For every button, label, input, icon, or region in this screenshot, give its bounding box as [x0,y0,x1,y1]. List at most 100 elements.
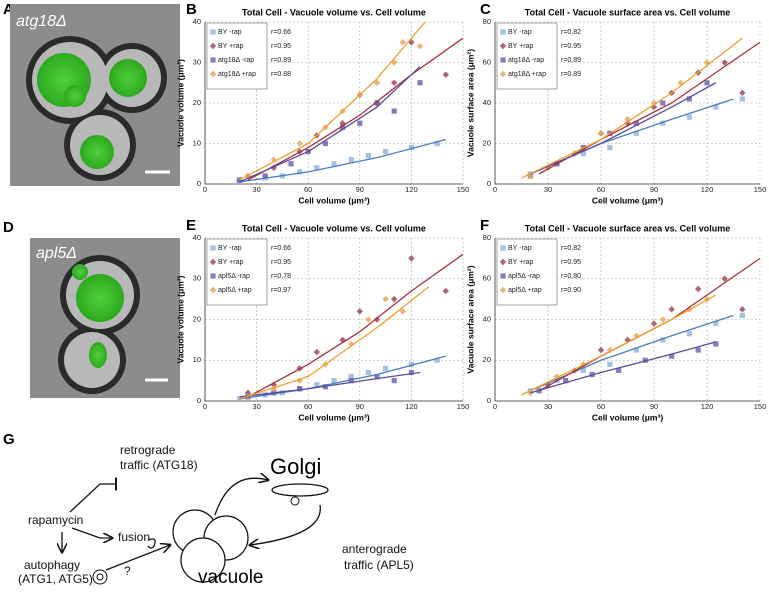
legend-annotation: r=0.95 [271,259,291,266]
point [739,306,746,313]
legend-label: BY -rap [218,245,242,252]
y-tick-label: 20 [483,355,491,364]
node-label: retrograde [120,443,176,457]
y-tick-label: 10 [193,355,201,364]
fit-line [530,82,717,175]
point [391,108,397,114]
legend-label: apl5Δ +rap [508,287,542,294]
panel-label: G [3,431,15,448]
node-label: fusion [118,530,150,544]
x-tick-label: 0 [493,185,497,194]
point [633,130,639,136]
y-tick-label: 20 [483,138,491,147]
legend-label: BY +rap [218,259,243,266]
legend-box [206,238,268,306]
point [373,79,381,86]
y-axis-label: Vacuole volume (μm³) [175,275,185,363]
y-tick-label: 30 [193,274,201,283]
x-tick-label: 150 [457,185,470,194]
node-label: (ATG1, ATG5) [18,572,93,586]
point [597,130,605,137]
panel-label: D [3,219,14,236]
point [721,275,728,282]
point [391,79,398,86]
point [417,80,423,86]
panel-label: E [186,217,196,234]
point [408,361,414,367]
legend-label: apl5Δ -rap [218,273,250,280]
legend-marker [499,70,507,78]
y-tick-label: 20 [193,98,201,107]
legend-marker [500,29,506,35]
point [739,312,745,319]
legend-label: atg18Δ -rap [218,57,254,64]
axes [494,238,760,402]
y-tick-label: 0 [197,396,201,405]
point [633,347,639,353]
point [331,378,337,384]
point [650,320,658,327]
point [633,332,640,339]
point [695,347,701,353]
diagram: retrograde traffic (ATG18) rapamycin fus… [18,443,414,588]
x-axis-label: Cell volume (μm³) [298,195,369,205]
node-label: autophagy [24,558,80,572]
point [331,161,337,167]
legend-annotation: r=0.80 [561,273,581,280]
legend-annotation: r=0.89 [271,57,291,64]
y-tick-label: 0 [487,396,491,405]
y-tick-label: 40 [193,17,201,26]
fit-line [239,371,421,398]
y-axis-label: Vacuole surface area (μm²) [465,49,475,157]
point [365,369,371,376]
legend-annotation: r=0.95 [561,43,581,50]
point [597,346,605,354]
x-tick-label: 0 [493,402,497,411]
chart-title: Total Cell - Vacuole volume vs. Cell vol… [242,223,426,233]
point [365,316,372,323]
legend-label: apl5Δ +rap [218,287,252,294]
x-tick-label: 60 [304,185,312,194]
legend-box [496,22,558,90]
point [704,80,710,86]
legend-marker [209,42,217,50]
x-tick-label: 90 [356,402,364,411]
y-axis-label: Vacuole surface area (μm²) [465,265,475,373]
point [348,373,354,380]
point [296,140,303,147]
y-tick-label: 40 [483,98,491,107]
point [382,295,389,303]
chart-title: Total Cell - Vacuole surface area vs. Ce… [525,7,730,17]
node-label: traffic (ATG18) [120,458,198,472]
point [322,140,328,147]
fit-line [530,314,734,392]
point [348,157,354,163]
point [563,378,569,384]
point [616,367,622,374]
fit-line [239,22,426,181]
y-tick-label: 40 [483,314,491,323]
legend-label: BY -rap [218,29,242,36]
legend-annotation: r=0.95 [271,43,291,50]
point [694,285,702,293]
x-tick-label: 120 [405,185,418,194]
point [713,320,719,327]
x-tick-label: 90 [356,185,364,194]
legend-annotation: r=0.82 [561,245,581,252]
point [313,348,320,356]
legend-annotation: r=0.82 [561,29,581,36]
fit-line [521,37,743,179]
legend-label: BY +rap [218,43,243,50]
point [686,96,692,102]
point [721,59,728,66]
point [373,316,381,323]
legend-marker [209,258,217,266]
point [580,151,586,157]
fit-line [239,66,421,183]
point [442,287,449,295]
point [686,114,692,120]
node-label: ? [124,564,131,578]
micrograph: apl5Δ [30,238,180,398]
point [356,308,363,315]
